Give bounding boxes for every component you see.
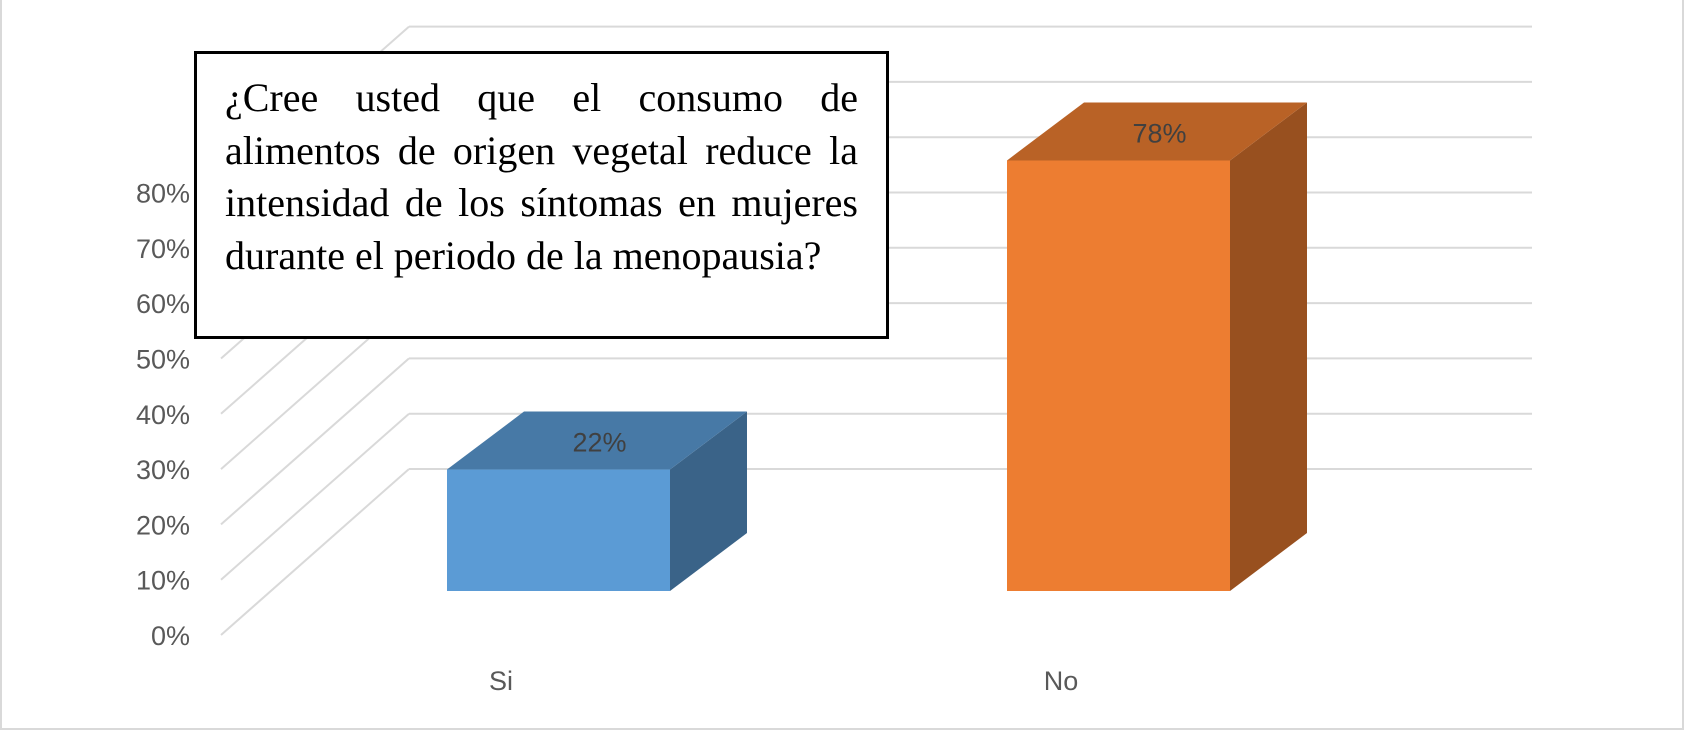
y-tick-label: 70% — [136, 234, 190, 264]
chart-title: ¿Cree usted que el consumo de alimentos … — [225, 75, 858, 278]
y-tick-label: 60% — [136, 289, 190, 319]
data-label: 22% — [572, 428, 626, 458]
bar-side-si — [670, 411, 747, 591]
category-label: No — [1044, 666, 1079, 696]
gridline-side — [220, 468, 410, 636]
y-tick-label: 0% — [151, 621, 190, 651]
bar-top-si — [447, 411, 747, 470]
bar-front-si — [447, 469, 670, 591]
y-tick-label: 80% — [136, 179, 190, 209]
y-tick-label: 20% — [136, 510, 190, 540]
y-tick-label: 50% — [136, 345, 190, 375]
gridline-side — [220, 357, 410, 526]
chart-title-box: ¿Cree usted que el consumo de alimentos … — [194, 51, 889, 339]
bar-top-no — [1007, 102, 1307, 161]
category-label: Si — [489, 666, 513, 696]
bar-front-no — [1007, 160, 1230, 591]
y-tick-label: 10% — [136, 566, 190, 596]
bar-side-no — [1230, 102, 1307, 591]
gridline-side — [220, 412, 410, 581]
data-label: 78% — [1132, 118, 1186, 148]
y-tick-label: 30% — [136, 455, 190, 485]
y-tick-label: 40% — [136, 400, 190, 430]
